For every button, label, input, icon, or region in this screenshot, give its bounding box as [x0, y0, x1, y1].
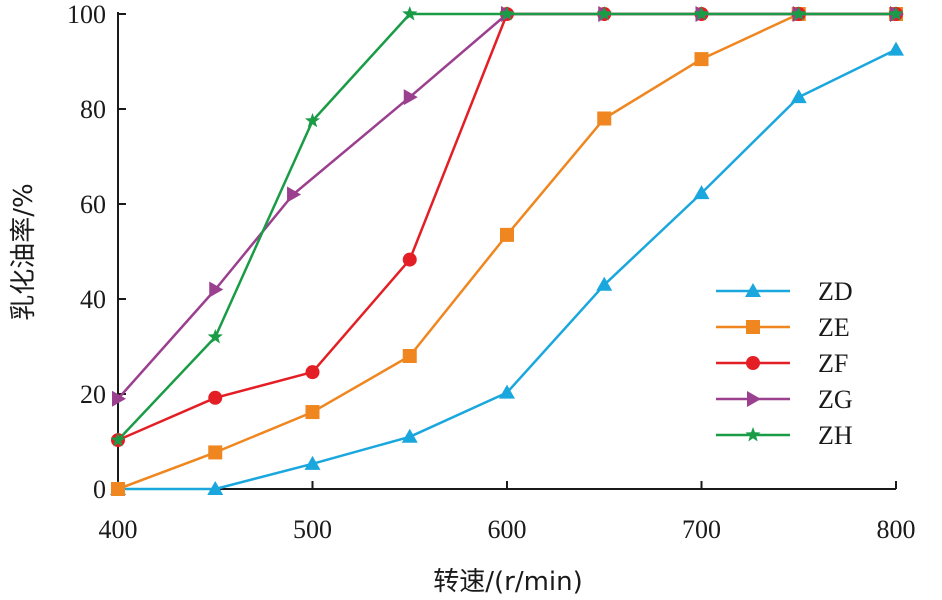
series-zh [110, 6, 904, 447]
data-point-zd [790, 89, 807, 104]
x-axis-label: 转速/(r/min) [433, 567, 583, 597]
x-tick-label: 800 [877, 515, 916, 544]
legend-label-zh: ZH [818, 421, 853, 450]
data-point-ze [111, 482, 125, 496]
series-line-zd [118, 48, 897, 491]
data-point-ze [305, 405, 320, 420]
series-group [110, 6, 904, 496]
y-axis-label: 乳化油率/% [9, 183, 39, 320]
y-tick-label: 100 [67, 0, 106, 29]
series-zd [110, 41, 904, 495]
x-tick-label: 700 [682, 515, 721, 544]
legend-label-ze: ZE [818, 313, 850, 342]
legend-item-zf: ZF [716, 349, 848, 378]
data-point-zf [402, 252, 417, 267]
series-line-zh [117, 12, 896, 441]
data-point-ze [402, 349, 417, 363]
y-tick-label: 20 [80, 380, 106, 409]
axes: 400 500 600 700 800 0 20 40 60 80 100 [67, 0, 916, 544]
data-point-zh [402, 6, 418, 21]
y-tick-label: 80 [80, 95, 106, 124]
data-point-zh [888, 6, 904, 21]
data-point-ze [694, 52, 709, 67]
legend-marker-zg [747, 391, 761, 407]
data-point-zf [305, 365, 320, 380]
data-point-zd [304, 455, 321, 470]
legend-label-zg: ZG [818, 385, 853, 414]
y-tick-label: 40 [80, 285, 106, 314]
legend-marker-zh [745, 427, 761, 442]
data-point-ze [208, 445, 223, 460]
data-point-zd [499, 384, 515, 399]
data-point-zd [401, 428, 418, 443]
data-point-zh [110, 432, 126, 447]
data-point-zh [693, 6, 710, 21]
legend-item-zg: ZG [716, 385, 853, 414]
legend-marker-zf [746, 356, 760, 370]
data-point-zh [207, 329, 223, 344]
data-point-zd [207, 481, 224, 495]
data-point-zd [888, 41, 904, 56]
legend-marker-zd [745, 283, 761, 297]
legend-label-zd: ZD [818, 277, 853, 306]
legend-item-ze: ZE [716, 313, 850, 342]
legend-label-zf: ZF [818, 349, 848, 378]
data-point-zg [209, 281, 224, 298]
legend-item-zd: ZD [716, 277, 853, 306]
series-zf [111, 7, 903, 448]
series-zg [112, 6, 904, 407]
legend-item-zh: ZH [716, 421, 853, 450]
y-tick-label: 0 [93, 475, 106, 504]
legend: ZD ZE ZF ZG ZH [716, 277, 853, 450]
x-tick-label: 500 [293, 515, 332, 544]
data-point-ze [500, 227, 514, 242]
data-point-zh [304, 112, 321, 128]
series-line-zf [117, 12, 896, 442]
legend-marker-ze [746, 320, 760, 334]
data-point-zg [403, 89, 418, 106]
x-tick-label: 400 [99, 515, 138, 544]
data-point-zh [791, 6, 807, 21]
series-line-ze [117, 12, 896, 491]
data-point-zg [287, 186, 302, 203]
data-point-zd [693, 185, 710, 200]
x-tick-label: 600 [488, 515, 527, 544]
series-line-zg [117, 12, 896, 400]
data-point-zh [499, 6, 515, 21]
data-point-zf [208, 390, 223, 405]
series-ze [111, 7, 903, 496]
data-point-zh [596, 6, 612, 21]
data-point-ze [597, 111, 612, 126]
data-point-zg [112, 390, 126, 407]
y-tick-label: 60 [80, 190, 106, 219]
data-point-zd [596, 276, 613, 291]
